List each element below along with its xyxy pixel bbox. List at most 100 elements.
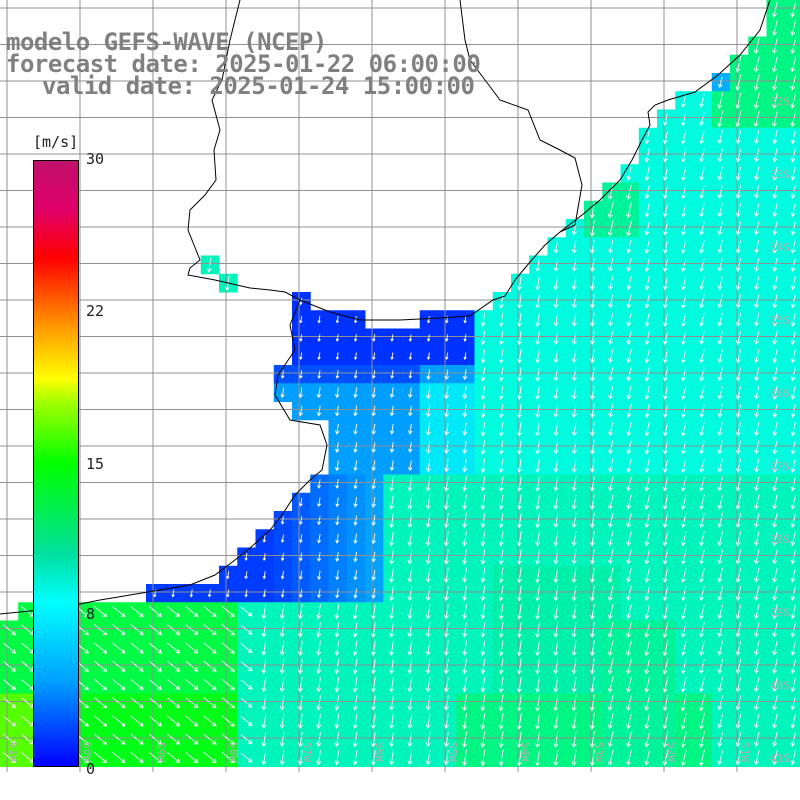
wind-arrow: [681, 130, 687, 145]
wind-arrow: [644, 221, 650, 236]
wind-arrow: [316, 387, 322, 399]
wind-arrow: [680, 494, 687, 510]
wind-arrow: [443, 567, 449, 583]
wind-arrow: [148, 678, 162, 691]
wind-arrow: [93, 624, 108, 636]
wind-arrow: [735, 640, 742, 656]
wind-arrow: [607, 658, 614, 675]
wind-arrow: [681, 203, 687, 218]
wind-arrow: [699, 203, 705, 218]
wind-arrow: [681, 257, 687, 272]
wind-arrow: [299, 352, 303, 361]
wind-arrow: [589, 567, 595, 584]
wind-arrow: [644, 440, 650, 455]
wind-arrow: [317, 497, 322, 508]
wind-arrow: [389, 585, 395, 602]
wind-arrow: [498, 531, 504, 547]
wind-arrow: [353, 533, 358, 544]
wind-arrow: [626, 676, 632, 693]
wind-arrow: [498, 658, 504, 675]
wind-arrow: [753, 677, 760, 693]
wind-arrow: [498, 403, 504, 419]
wind-arrow: [535, 494, 541, 510]
wind-arrow: [425, 476, 431, 492]
wind-arrow: [626, 220, 632, 237]
wind-arrow: [462, 531, 468, 547]
wind-arrow: [735, 750, 742, 766]
wind-arrow: [607, 621, 614, 639]
wind-arrow: [185, 605, 199, 618]
wind-arrow: [772, 19, 778, 37]
wind-arrow: [589, 494, 595, 510]
lon-label: 56W: [373, 742, 386, 762]
wind-arrow: [571, 658, 577, 675]
wind-arrow: [662, 166, 669, 181]
wind-cell: [784, 0, 800, 19]
wind-arrow: [445, 352, 449, 361]
wind-arrow: [335, 570, 340, 581]
wind-arrow: [681, 403, 687, 418]
wind-arrow: [498, 549, 504, 565]
wind-arrow: [626, 312, 632, 327]
wind-arrow: [2, 660, 16, 672]
wind-arrow: [717, 276, 723, 291]
wind-arrow: [735, 622, 742, 638]
wind-arrow: [298, 387, 304, 399]
wind-arrow: [644, 203, 650, 218]
wind-arrow: [644, 330, 650, 345]
wind-arrow: [571, 458, 577, 473]
wind-arrow: [185, 697, 199, 709]
wind-arrow: [334, 387, 340, 399]
wind-arrow: [425, 567, 431, 583]
wind-arrow: [316, 640, 322, 656]
wind-arrow: [680, 731, 687, 748]
wind-arrow: [316, 658, 322, 675]
wind-arrow: [498, 422, 504, 437]
wind-arrow: [517, 367, 523, 382]
wind-arrow: [699, 257, 705, 272]
wind-cell: [784, 127, 800, 147]
wind-arrow: [462, 585, 468, 602]
wind-arrow: [352, 750, 358, 766]
wind-arrow: [680, 549, 687, 565]
wind-arrow: [790, 184, 796, 199]
wind-arrow: [535, 622, 541, 638]
wind-arrow: [498, 512, 504, 529]
wind-arrow: [148, 660, 162, 672]
wind-arrow: [790, 731, 797, 747]
wind-arrow: [717, 110, 724, 128]
wind-arrow: [662, 294, 669, 309]
wind-arrow: [408, 352, 413, 361]
wind-arrow: [790, 37, 797, 55]
wind-arrow: [535, 276, 541, 291]
wind-arrow: [589, 694, 595, 712]
wind-arrow: [571, 349, 577, 364]
wind-arrow: [480, 367, 486, 382]
wind-arrow: [699, 622, 705, 638]
wind-arrow: [112, 733, 126, 745]
wind-arrow: [717, 640, 724, 656]
wind-arrow: [112, 751, 126, 764]
wind-arrow: [735, 422, 742, 437]
wind-arrow: [553, 512, 559, 529]
wind-cell: [784, 18, 800, 37]
wind-arrow: [203, 605, 217, 618]
wind-arrow: [589, 658, 595, 675]
wind-cell: [784, 310, 800, 329]
wind-arrow: [717, 422, 723, 437]
wind-arrow: [203, 660, 217, 672]
wind-arrow: [626, 257, 632, 272]
wind-arrow: [262, 552, 267, 562]
wind-arrow: [772, 294, 778, 309]
wind-arrow: [626, 731, 632, 748]
wind-arrow: [297, 695, 303, 711]
wind-arrow: [353, 497, 358, 508]
wind-arrow: [644, 349, 650, 364]
wind-arrow: [753, 55, 760, 73]
wind-arrow: [699, 294, 705, 309]
wind-arrow: [754, 276, 760, 291]
wind-arrow: [498, 567, 504, 584]
wind-arrow: [553, 367, 559, 382]
wind-arrow: [480, 731, 486, 748]
wind-arrow: [280, 552, 285, 562]
